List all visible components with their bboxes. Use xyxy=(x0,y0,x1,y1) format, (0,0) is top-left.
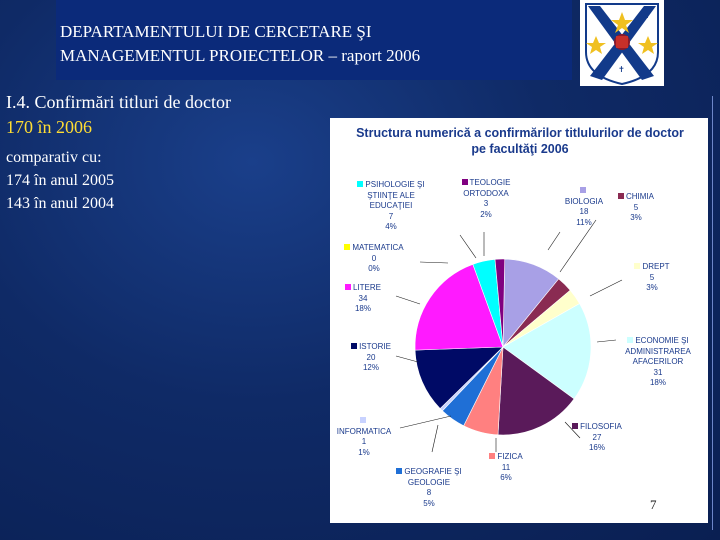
slice-label-0: BIOLOGIA 18 11% xyxy=(562,186,606,228)
section-title: I.4. Confirmări titluri de doctor xyxy=(6,92,231,112)
pie-slice-8 xyxy=(414,346,504,409)
slice-value: 8 xyxy=(426,488,432,497)
legend-swatch xyxy=(489,453,496,459)
leader-line-6 xyxy=(431,424,439,453)
leader-line-2 xyxy=(589,279,623,297)
slice-percent: 12% xyxy=(362,363,379,372)
svg-text:✝: ✝ xyxy=(618,65,625,74)
vertical-divider xyxy=(712,96,713,530)
pie-slice-4 xyxy=(497,346,575,436)
leader-line-8 xyxy=(395,355,419,363)
pie-slice-9 xyxy=(414,263,504,351)
leader-line-1 xyxy=(559,219,597,273)
pie-slice-3 xyxy=(502,303,592,400)
leader-line-0 xyxy=(547,231,561,251)
slice-value: 34 xyxy=(358,293,368,303)
svg-text:✝: ✝ xyxy=(644,11,651,20)
page-number: 7 xyxy=(650,497,657,512)
slice-name: BIOLOGIA xyxy=(564,196,604,206)
legend-swatch xyxy=(572,423,579,429)
legend-swatch xyxy=(627,337,634,343)
slice-label-9: LITERE 34 18% xyxy=(338,283,388,315)
slice-percent: 2% xyxy=(480,209,492,219)
slice-value: 11 xyxy=(501,462,511,472)
slice-name: PSIHOLOGIE ŞI ŞTIINŢE ALE EDUCAŢIEI xyxy=(365,180,425,210)
leader-line-4 xyxy=(564,421,581,439)
slice-percent: 3% xyxy=(630,213,642,222)
slice-label-8: ISTORIE 20 12% xyxy=(346,342,396,374)
slice-name: CHIMIA xyxy=(626,192,654,201)
chart-title: Structura numerică a confirmărilor titlu… xyxy=(356,126,684,156)
slice-name: FIZICA xyxy=(497,452,523,461)
compare-label: comparativ cu: xyxy=(6,149,102,166)
legend-swatch xyxy=(351,343,358,349)
slice-label-12: TEOLOGIE ORTODOXA 3 2% xyxy=(458,178,514,220)
slice-value: 31 xyxy=(653,367,663,377)
slice-percent: 16% xyxy=(588,443,605,452)
slice-value: 18 xyxy=(579,207,589,216)
slice-percent: 18% xyxy=(354,304,371,313)
slice-name: MATEMATICA xyxy=(352,243,404,252)
page-title: DEPARTAMENTULUI DE CERCETARE ŞI MANAGEME… xyxy=(60,22,421,65)
slice-label-1: CHIMIA 5 3% xyxy=(614,192,658,224)
legend-swatch xyxy=(461,179,468,185)
slice-percent: 6% xyxy=(500,473,512,482)
svg-text:✝: ✝ xyxy=(594,11,601,20)
slice-name: TEOLOGIE ORTODOXA xyxy=(463,178,511,198)
legend-swatch xyxy=(396,468,403,474)
legend-swatch xyxy=(580,187,586,193)
header-band xyxy=(56,0,572,80)
leader-line-7 xyxy=(399,415,452,429)
slice-label-3: ECONOMIE ŞI ADMINISTRAREA AFACERILOR 31 18… xyxy=(616,336,700,389)
slice-label-7: INFORMATICA 1 1% xyxy=(334,416,394,458)
slice-name: FILOSOFIA xyxy=(580,422,622,431)
slice-value: 5 xyxy=(633,202,639,212)
left-text-block: I.4. Confirmări titluri de doctor 170 în… xyxy=(6,90,336,215)
leader-line-10 xyxy=(419,261,449,264)
slice-percent: 1% xyxy=(358,447,370,457)
leader-line-3 xyxy=(596,339,617,343)
slice-label-10: MATEMATICA 0 0% xyxy=(339,243,409,275)
legend-swatch xyxy=(344,244,351,250)
legend-swatch xyxy=(357,181,364,187)
leader-line-9 xyxy=(395,295,421,305)
pie-slice-12 xyxy=(494,258,506,348)
slice-name: INFORMATICA xyxy=(336,426,392,436)
university-crest-logo: ✝ ✝ ✝ xyxy=(580,0,664,86)
slice-value: 7 xyxy=(388,211,394,221)
legend-swatch xyxy=(634,263,641,269)
slice-name: DREPT xyxy=(642,262,670,271)
leader-line-11 xyxy=(459,234,477,259)
slice-percent: 5% xyxy=(423,498,435,508)
slice-value: 27 xyxy=(592,432,602,442)
legend-swatch xyxy=(618,193,624,199)
slice-label-2: DREPT 5 3% xyxy=(630,262,674,294)
slice-percent: 4% xyxy=(385,222,397,231)
compare-line-2005: 174 în anul 2005 xyxy=(6,172,114,189)
slice-value: 5 xyxy=(649,272,655,282)
slice-percent: 18% xyxy=(649,378,666,387)
slice-label-5: FIZICA 11 6% xyxy=(484,452,528,484)
slice-label-6: GEOGRAFIE ŞI GEOLOGIE 8 5% xyxy=(396,467,462,509)
slice-value: 3 xyxy=(483,199,489,208)
slice-label-11: PSIHOLOGIE ŞI ŞTIINŢE ALE EDUCAŢIEI 7 4% xyxy=(356,180,426,233)
compare-line-2004: 143 în anul 2004 xyxy=(6,195,114,212)
slice-percent: 0% xyxy=(368,264,380,273)
slice-label-4: FILOSOFIA 27 16% xyxy=(572,422,622,454)
slice-name: ISTORIE xyxy=(359,342,391,351)
highlight-value: 170 în 2006 xyxy=(6,117,93,137)
slice-percent: 11% xyxy=(576,217,592,227)
slice-value: 20 xyxy=(366,352,376,362)
slice-value: 0 xyxy=(371,253,377,263)
slice-name: GEOGRAFIE ŞI GEOLOGIE xyxy=(404,467,462,487)
legend-swatch xyxy=(360,417,366,423)
slice-value: 1 xyxy=(361,437,367,446)
slice-percent: 3% xyxy=(646,283,658,292)
slice-name: LITERE xyxy=(352,283,381,292)
slice-name: ECONOMIE ŞI ADMINISTRAREA AFACERILOR xyxy=(625,336,691,366)
legend-swatch xyxy=(344,284,351,290)
